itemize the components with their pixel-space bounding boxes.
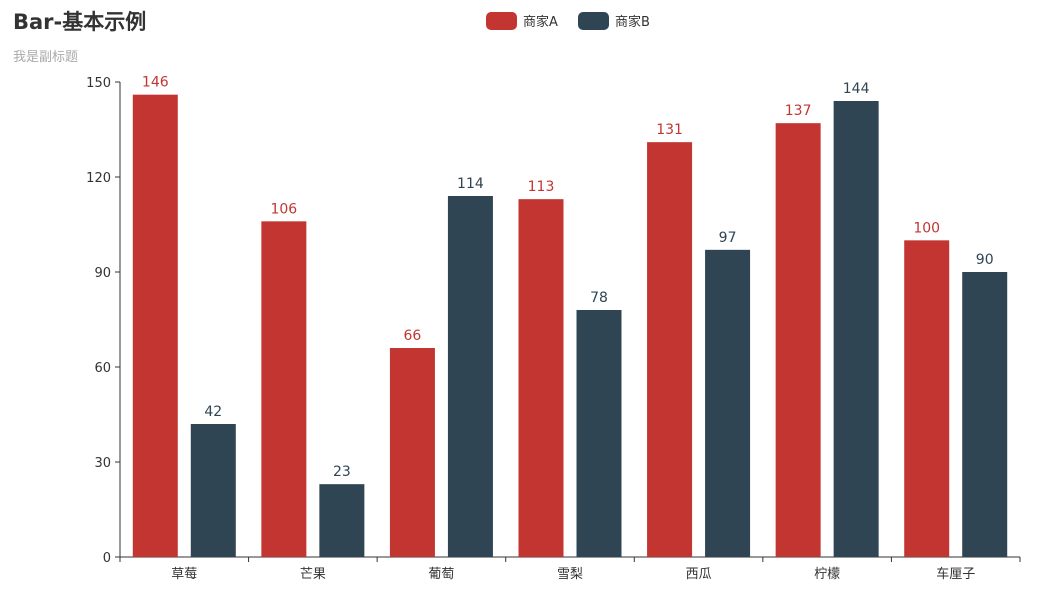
data-label: 90: [976, 252, 994, 268]
bar[interactable]: [389, 348, 435, 557]
bar[interactable]: [132, 94, 178, 558]
legend-label: 商家A: [523, 14, 558, 30]
data-label: 137: [785, 103, 812, 119]
bar[interactable]: [775, 123, 821, 558]
chart-title: Bar-基本示例: [13, 10, 147, 34]
data-label: 106: [270, 201, 297, 217]
data-label: 78: [590, 290, 608, 306]
x-tick-label: 车厘子: [936, 566, 975, 582]
bar[interactable]: [576, 310, 622, 557]
legend-swatch: [486, 12, 517, 30]
bar[interactable]: [518, 199, 564, 557]
data-label: 42: [204, 404, 222, 420]
bar[interactable]: [962, 272, 1008, 557]
chart-subtitle: 我是副标题: [13, 50, 79, 65]
x-axis: 草莓 芒果 葡萄 雪梨 西瓜 柠檬 车厘子: [119, 556, 1021, 582]
data-label: 66: [404, 328, 422, 344]
x-tick-label: 雪梨: [557, 567, 583, 582]
data-label: 114: [457, 176, 484, 192]
legend-item[interactable]: 商家B: [578, 12, 650, 30]
bar[interactable]: [319, 484, 365, 557]
bar[interactable]: [705, 249, 751, 558]
bar[interactable]: [447, 196, 493, 557]
x-tick-label: 芒果: [300, 566, 326, 582]
data-label: 23: [333, 464, 351, 480]
y-tick-label: 30: [94, 456, 111, 471]
data-label: 131: [656, 122, 683, 138]
data-label: 100: [913, 220, 940, 236]
bar[interactable]: [833, 101, 879, 557]
x-tick-label: 葡萄: [428, 567, 454, 582]
bars: [132, 94, 1008, 558]
y-tick-label: 0: [103, 551, 111, 566]
data-label: 144: [843, 81, 870, 97]
legend-label: 商家B: [615, 14, 650, 30]
x-tick-label: 西瓜: [686, 567, 712, 582]
y-tick-label: 60: [94, 361, 111, 376]
bar[interactable]: [261, 221, 307, 558]
y-tick-label: 90: [94, 266, 111, 281]
y-axis: 0 30 60 90 120 150: [86, 76, 121, 566]
y-tick-label: 150: [86, 76, 111, 91]
data-label: 97: [719, 230, 737, 246]
data-label: 113: [528, 179, 555, 195]
bar[interactable]: [647, 142, 693, 557]
legend-item[interactable]: 商家A: [486, 12, 558, 30]
bar[interactable]: [904, 240, 950, 558]
y-tick-label: 120: [86, 171, 111, 186]
data-labels: 146 106 66 113 131 137 100 42 23 114 78 97 144 90: [142, 75, 994, 480]
x-tick-label: 柠檬: [814, 567, 840, 582]
data-label: 146: [142, 75, 169, 91]
legend[interactable]: 商家A 商家B: [486, 12, 650, 30]
bar[interactable]: [190, 424, 236, 557]
legend-swatch: [578, 12, 609, 30]
x-tick-label: 草莓: [171, 567, 197, 582]
